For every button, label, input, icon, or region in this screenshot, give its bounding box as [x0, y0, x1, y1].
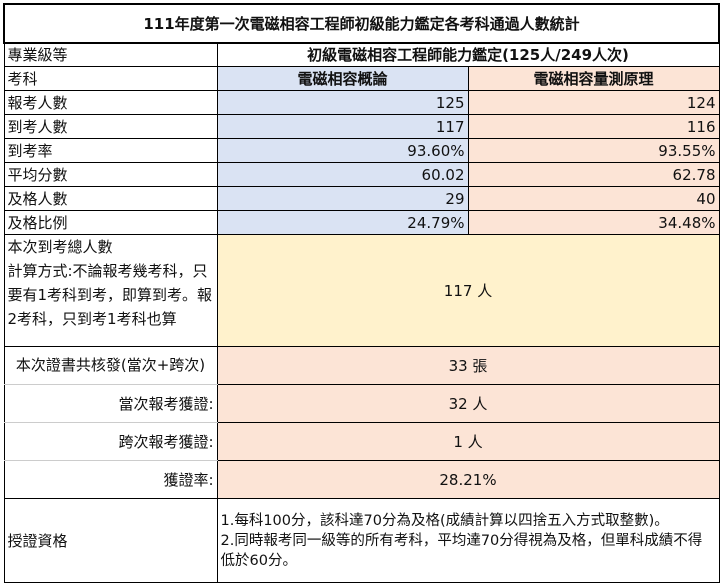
- cell: 93.55%: [467, 138, 720, 163]
- table-row: 及格人數 29 40: [3, 186, 720, 211]
- total-note: 計算方式:不論報考幾考科，只要有1考科到考，即算到考。報2考科，只到考1考科也算: [7, 262, 213, 328]
- qualification-item: 1.每科100分，該科達70分為及格(成績計算以四捨五入方式取整數)。: [220, 512, 669, 529]
- qualification-label: 授證資格: [3, 498, 218, 583]
- cell: 24.79%: [216, 210, 469, 235]
- statistics-table: 111年度第一次電磁相容工程師初級能力鑑定各考科通過人數統計 專業級等 初級電磁相…: [3, 3, 720, 583]
- cell: 29: [216, 186, 469, 211]
- cell: 117: [216, 114, 469, 139]
- table-row: 報考人數 125 124: [3, 90, 720, 115]
- row-label: 到考率: [3, 138, 218, 163]
- cert-current-label: 當次報考獲證:: [3, 384, 218, 423]
- subject-1: 電磁相容概論: [216, 66, 469, 91]
- cell: 124: [467, 90, 720, 115]
- subject-2: 電磁相容量測原理: [467, 66, 720, 91]
- table-row: 到考人數 117 116: [3, 114, 720, 139]
- cert-current-value: 32 人: [216, 384, 720, 423]
- total-label-cell: 本次到考總人數計算方式:不論報考幾考科，只要有1考科到考，即算到考。報2考科，只…: [3, 234, 218, 347]
- cell: 125: [216, 90, 469, 115]
- cell: 116: [467, 114, 720, 139]
- table-row: 到考率 93.60% 93.55%: [3, 138, 720, 163]
- cert-cross-label: 跨次報考獲證:: [3, 422, 218, 461]
- cert-rate-value: 28.21%: [216, 460, 720, 499]
- cert-cross-value: 1 人: [216, 422, 720, 461]
- cell: 93.60%: [216, 138, 469, 163]
- row-label: 及格比例: [3, 210, 218, 235]
- table-title: 111年度第一次電磁相容工程師初級能力鑑定各考科通過人數統計: [3, 3, 720, 44]
- total-value: 117 人: [216, 234, 720, 347]
- row-label: 及格人數: [3, 186, 218, 211]
- total-label: 本次到考總人數: [7, 238, 113, 256]
- cert-rate-label: 獲證率:: [3, 460, 218, 499]
- qualification-text: 1.每科100分，該科達70分為及格(成績計算以四捨五入方式取整數)。 2.同時報…: [216, 498, 720, 583]
- cell: 40: [467, 186, 720, 211]
- qualification-item: 2.同時報考同一級等的所有考科，平均達70分得視為及格，但單科成績不得低於60分…: [220, 532, 703, 569]
- cell: 60.02: [216, 162, 469, 187]
- row-label: 到考人數: [3, 114, 218, 139]
- cert-total-label: 本次證書共核發(當次+跨次): [3, 346, 218, 385]
- subject-label: 考科: [3, 66, 218, 91]
- level-label: 專業級等: [3, 42, 218, 67]
- cert-total-value: 33 張: [216, 346, 720, 385]
- cell: 62.78: [467, 162, 720, 187]
- table-row: 及格比例 24.79% 34.48%: [3, 210, 720, 235]
- level-value: 初級電磁相容工程師能力鑑定(125人/249人次): [216, 42, 720, 67]
- table-row: 平均分數 60.02 62.78: [3, 162, 720, 187]
- row-label: 報考人數: [3, 90, 218, 115]
- cell: 34.48%: [467, 210, 720, 235]
- row-label: 平均分數: [3, 162, 218, 187]
